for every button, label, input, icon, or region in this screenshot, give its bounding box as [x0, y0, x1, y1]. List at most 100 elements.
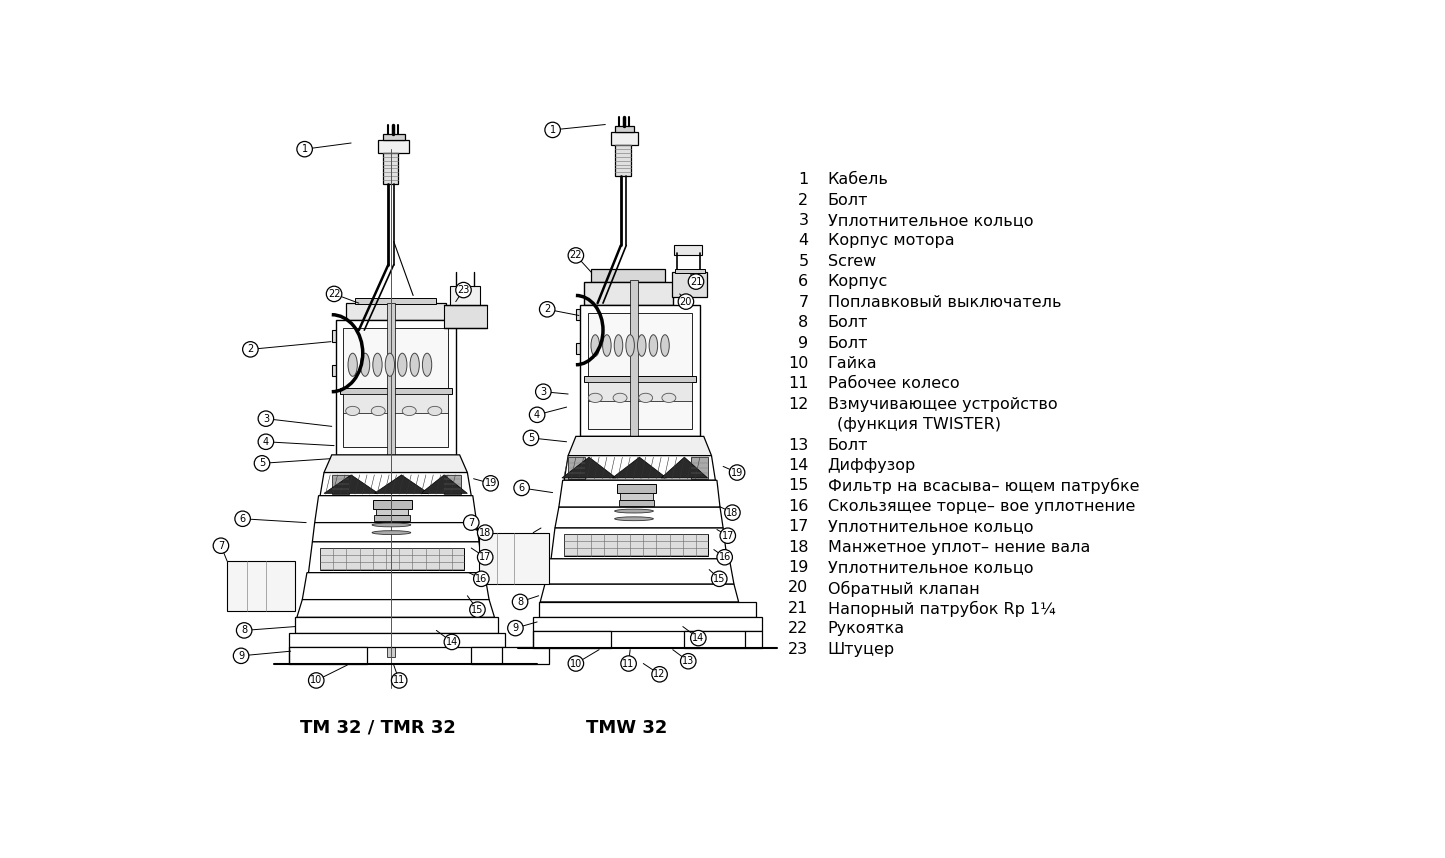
Circle shape	[568, 248, 584, 263]
Bar	[345, 303, 447, 320]
Bar	[355, 298, 436, 304]
Text: Гайка: Гайка	[828, 356, 877, 371]
Text: 8: 8	[241, 625, 247, 636]
Polygon shape	[616, 126, 634, 132]
Ellipse shape	[614, 335, 623, 356]
Text: 13: 13	[788, 438, 808, 452]
Bar	[344, 394, 448, 414]
Bar	[588, 313, 692, 429]
Polygon shape	[296, 600, 494, 617]
Text: Манжетное уплот– нение вала: Манжетное уплот– нение вала	[828, 540, 1090, 554]
Text: 10: 10	[569, 659, 582, 668]
Bar	[620, 493, 653, 499]
Circle shape	[725, 505, 740, 520]
Polygon shape	[551, 528, 727, 559]
Text: 5: 5	[527, 433, 535, 443]
Text: 9: 9	[798, 335, 808, 351]
Circle shape	[477, 525, 493, 541]
Ellipse shape	[371, 523, 410, 527]
Circle shape	[464, 515, 478, 530]
Polygon shape	[420, 474, 467, 493]
Text: 15: 15	[471, 605, 484, 614]
Bar	[471, 647, 549, 663]
Text: Кабель: Кабель	[828, 172, 889, 187]
Polygon shape	[302, 572, 488, 600]
Circle shape	[474, 571, 488, 587]
Text: 11: 11	[788, 377, 808, 391]
Bar	[588, 383, 692, 401]
Bar	[539, 602, 756, 617]
Ellipse shape	[614, 509, 653, 513]
Polygon shape	[564, 456, 715, 480]
Bar	[577, 343, 614, 354]
Bar	[374, 515, 410, 521]
Bar	[672, 272, 707, 297]
Text: 8: 8	[517, 597, 523, 607]
Circle shape	[392, 673, 407, 688]
Polygon shape	[227, 561, 295, 611]
Text: Screw: Screw	[828, 254, 876, 269]
Polygon shape	[478, 533, 549, 584]
Ellipse shape	[371, 407, 386, 415]
Ellipse shape	[614, 517, 653, 521]
Text: 1: 1	[302, 144, 308, 154]
Polygon shape	[312, 523, 478, 542]
Bar	[383, 153, 399, 184]
Text: 9: 9	[513, 623, 519, 633]
Circle shape	[514, 480, 529, 496]
Ellipse shape	[410, 353, 419, 377]
Ellipse shape	[373, 353, 381, 377]
Bar	[617, 484, 656, 493]
Bar	[387, 303, 394, 657]
Bar	[691, 457, 708, 479]
Polygon shape	[559, 480, 720, 507]
Circle shape	[523, 430, 539, 445]
Text: 17: 17	[721, 531, 734, 541]
Text: 20: 20	[788, 580, 808, 595]
Polygon shape	[613, 457, 666, 478]
Text: 7: 7	[218, 541, 224, 551]
Circle shape	[711, 571, 727, 587]
Circle shape	[717, 550, 733, 565]
Bar	[332, 474, 348, 494]
Text: 1: 1	[798, 172, 808, 187]
Bar	[376, 509, 409, 515]
Text: 6: 6	[798, 275, 808, 289]
Ellipse shape	[428, 407, 442, 415]
Polygon shape	[321, 473, 471, 496]
Bar	[584, 282, 673, 305]
Bar	[685, 631, 762, 648]
Circle shape	[678, 294, 694, 310]
Ellipse shape	[386, 353, 394, 377]
Text: Болт: Болт	[828, 335, 868, 351]
Text: Рукоятка: Рукоятка	[828, 621, 905, 636]
Ellipse shape	[660, 335, 669, 356]
Ellipse shape	[422, 353, 432, 377]
Text: Взмучивающее устройство: Взмучивающее устройство	[828, 396, 1058, 412]
Text: 23: 23	[789, 642, 808, 656]
Ellipse shape	[588, 393, 603, 402]
Circle shape	[327, 287, 342, 302]
Text: 7: 7	[468, 517, 474, 528]
Circle shape	[529, 407, 545, 422]
Circle shape	[621, 656, 636, 671]
Text: Рабочее колесо: Рабочее колесо	[828, 377, 959, 391]
Text: 6: 6	[519, 483, 525, 493]
Bar	[340, 388, 452, 394]
Text: 3: 3	[799, 213, 808, 228]
Polygon shape	[545, 559, 734, 584]
Text: 14: 14	[445, 637, 458, 647]
Text: Болт: Болт	[828, 438, 868, 452]
Circle shape	[536, 384, 551, 400]
Polygon shape	[555, 507, 722, 528]
Text: 2: 2	[545, 305, 551, 314]
Polygon shape	[308, 542, 483, 572]
Circle shape	[214, 538, 228, 553]
Text: 14: 14	[692, 633, 705, 644]
Circle shape	[259, 434, 273, 450]
Circle shape	[233, 648, 249, 663]
Circle shape	[483, 475, 499, 491]
Polygon shape	[611, 132, 637, 145]
Circle shape	[681, 654, 696, 669]
Text: 22: 22	[569, 251, 582, 261]
